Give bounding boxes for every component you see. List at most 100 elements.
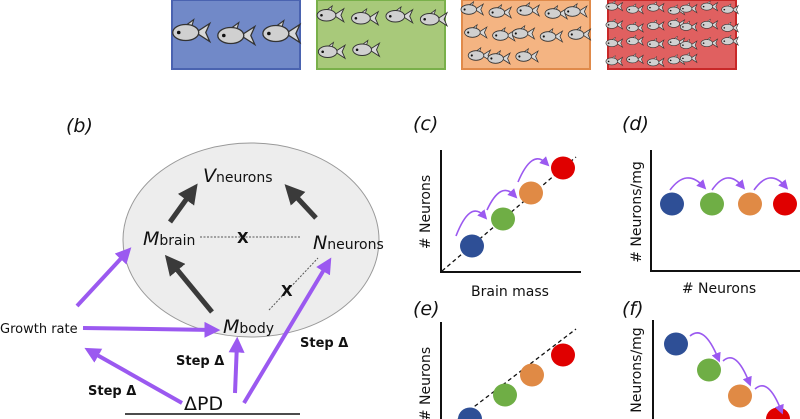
fish-body bbox=[605, 39, 618, 48]
fish-icon bbox=[385, 5, 414, 24]
fish-eye bbox=[669, 23, 672, 25]
fish-body bbox=[679, 4, 693, 13]
fish-body bbox=[317, 45, 338, 58]
fish-body bbox=[667, 56, 680, 65]
fish-icon bbox=[544, 4, 569, 20]
growth-to-body-arrow bbox=[82, 321, 221, 338]
fish-body bbox=[516, 5, 533, 16]
species-dot bbox=[493, 383, 517, 407]
species-dot bbox=[738, 192, 762, 216]
species-dot bbox=[773, 192, 797, 216]
panel-d-axes bbox=[650, 150, 800, 272]
fish-body bbox=[700, 20, 713, 29]
fish-body bbox=[464, 27, 481, 38]
fish-tail bbox=[710, 38, 719, 48]
transition-arrow bbox=[517, 156, 550, 183]
species-dot bbox=[551, 156, 575, 180]
fish-tail bbox=[690, 3, 698, 14]
fish-body bbox=[700, 2, 713, 11]
fish-icon bbox=[605, 54, 624, 67]
species-dot bbox=[664, 332, 688, 356]
fish-icon bbox=[721, 34, 739, 46]
m-body-node: Mbody bbox=[223, 316, 274, 338]
fish-icon bbox=[564, 2, 588, 18]
fish-eye bbox=[628, 58, 631, 61]
species-dot bbox=[660, 192, 684, 216]
fish-icon bbox=[316, 4, 345, 23]
fish-body bbox=[385, 10, 406, 23]
fish-eye bbox=[649, 43, 651, 45]
fish-tail bbox=[334, 44, 347, 60]
species-dot bbox=[458, 407, 482, 419]
fish-eye bbox=[682, 26, 684, 28]
fish-body bbox=[626, 5, 639, 14]
fish-tail bbox=[731, 36, 739, 46]
fish-icon bbox=[605, 18, 624, 30]
fish-icon bbox=[516, 1, 541, 17]
schematic-plots: (c) (d) (e) (f) # Neurons Brain mass # N… bbox=[413, 113, 800, 419]
panel-c-xlabel: Brain mass bbox=[471, 284, 549, 300]
species-dot bbox=[460, 234, 484, 258]
fish-body bbox=[316, 9, 337, 22]
fish-body bbox=[646, 58, 660, 67]
no-link-mark: X bbox=[237, 229, 249, 247]
fish-tail bbox=[401, 8, 414, 24]
fish-eye bbox=[490, 57, 493, 60]
fish-tail bbox=[502, 6, 513, 19]
fish-eye bbox=[355, 48, 359, 52]
transition-arrow bbox=[711, 177, 746, 191]
fish-eye bbox=[607, 42, 610, 44]
body-neurons-dotted-link bbox=[268, 257, 319, 311]
tank bbox=[171, 0, 302, 70]
transition-arrow bbox=[455, 209, 488, 237]
fish-eye bbox=[607, 5, 610, 8]
fish-tail bbox=[731, 4, 739, 15]
fish-tail bbox=[474, 3, 485, 16]
transition-arrow bbox=[753, 177, 789, 191]
fish-tail bbox=[731, 23, 739, 33]
fish-tail bbox=[657, 21, 665, 31]
fish-body bbox=[605, 57, 618, 66]
fish-icon bbox=[488, 3, 513, 19]
transition-arrow bbox=[722, 357, 752, 387]
fish-tail bbox=[436, 11, 449, 27]
fish-tail bbox=[284, 22, 302, 45]
fish-tail bbox=[657, 39, 665, 49]
fish-body bbox=[515, 51, 532, 62]
fish-eye bbox=[628, 27, 631, 29]
transition-arrow bbox=[689, 332, 721, 363]
fish-body bbox=[679, 22, 693, 31]
fish-icon bbox=[626, 34, 644, 46]
tank bbox=[605, 0, 739, 70]
pd-to-neurons-arrow bbox=[242, 257, 332, 405]
fish-body bbox=[539, 31, 557, 42]
fish-icon bbox=[700, 36, 719, 48]
fish-body bbox=[567, 29, 585, 40]
fish-tail bbox=[581, 28, 592, 41]
fish-eye bbox=[669, 59, 672, 62]
fish-body bbox=[667, 38, 680, 47]
fish-eye bbox=[649, 61, 651, 64]
fish-body bbox=[679, 54, 693, 63]
panel-b-label: (b) bbox=[66, 115, 93, 137]
fish-icon bbox=[351, 7, 380, 26]
species-dot bbox=[728, 384, 752, 408]
pd-to-body-arrow bbox=[228, 336, 245, 394]
fish-body bbox=[700, 39, 713, 48]
panel-d-label: (d) bbox=[622, 113, 649, 135]
fish-eye bbox=[519, 9, 522, 12]
fish-tail bbox=[194, 21, 212, 44]
species-dot bbox=[700, 192, 724, 216]
fish-tail bbox=[636, 54, 644, 65]
fish-tail bbox=[690, 22, 698, 32]
panel-e-label: (e) bbox=[413, 298, 440, 320]
step-label: Step Δ bbox=[88, 384, 136, 399]
fish-body bbox=[605, 2, 618, 11]
fish-tail bbox=[657, 2, 665, 13]
fish-icon bbox=[700, 0, 719, 12]
fish-eye bbox=[649, 25, 651, 27]
growth-rate-label: Growth rate bbox=[0, 322, 78, 337]
pd-to-growth-arrow bbox=[84, 347, 183, 405]
species-dot bbox=[491, 207, 515, 231]
fish-eye bbox=[467, 31, 470, 34]
